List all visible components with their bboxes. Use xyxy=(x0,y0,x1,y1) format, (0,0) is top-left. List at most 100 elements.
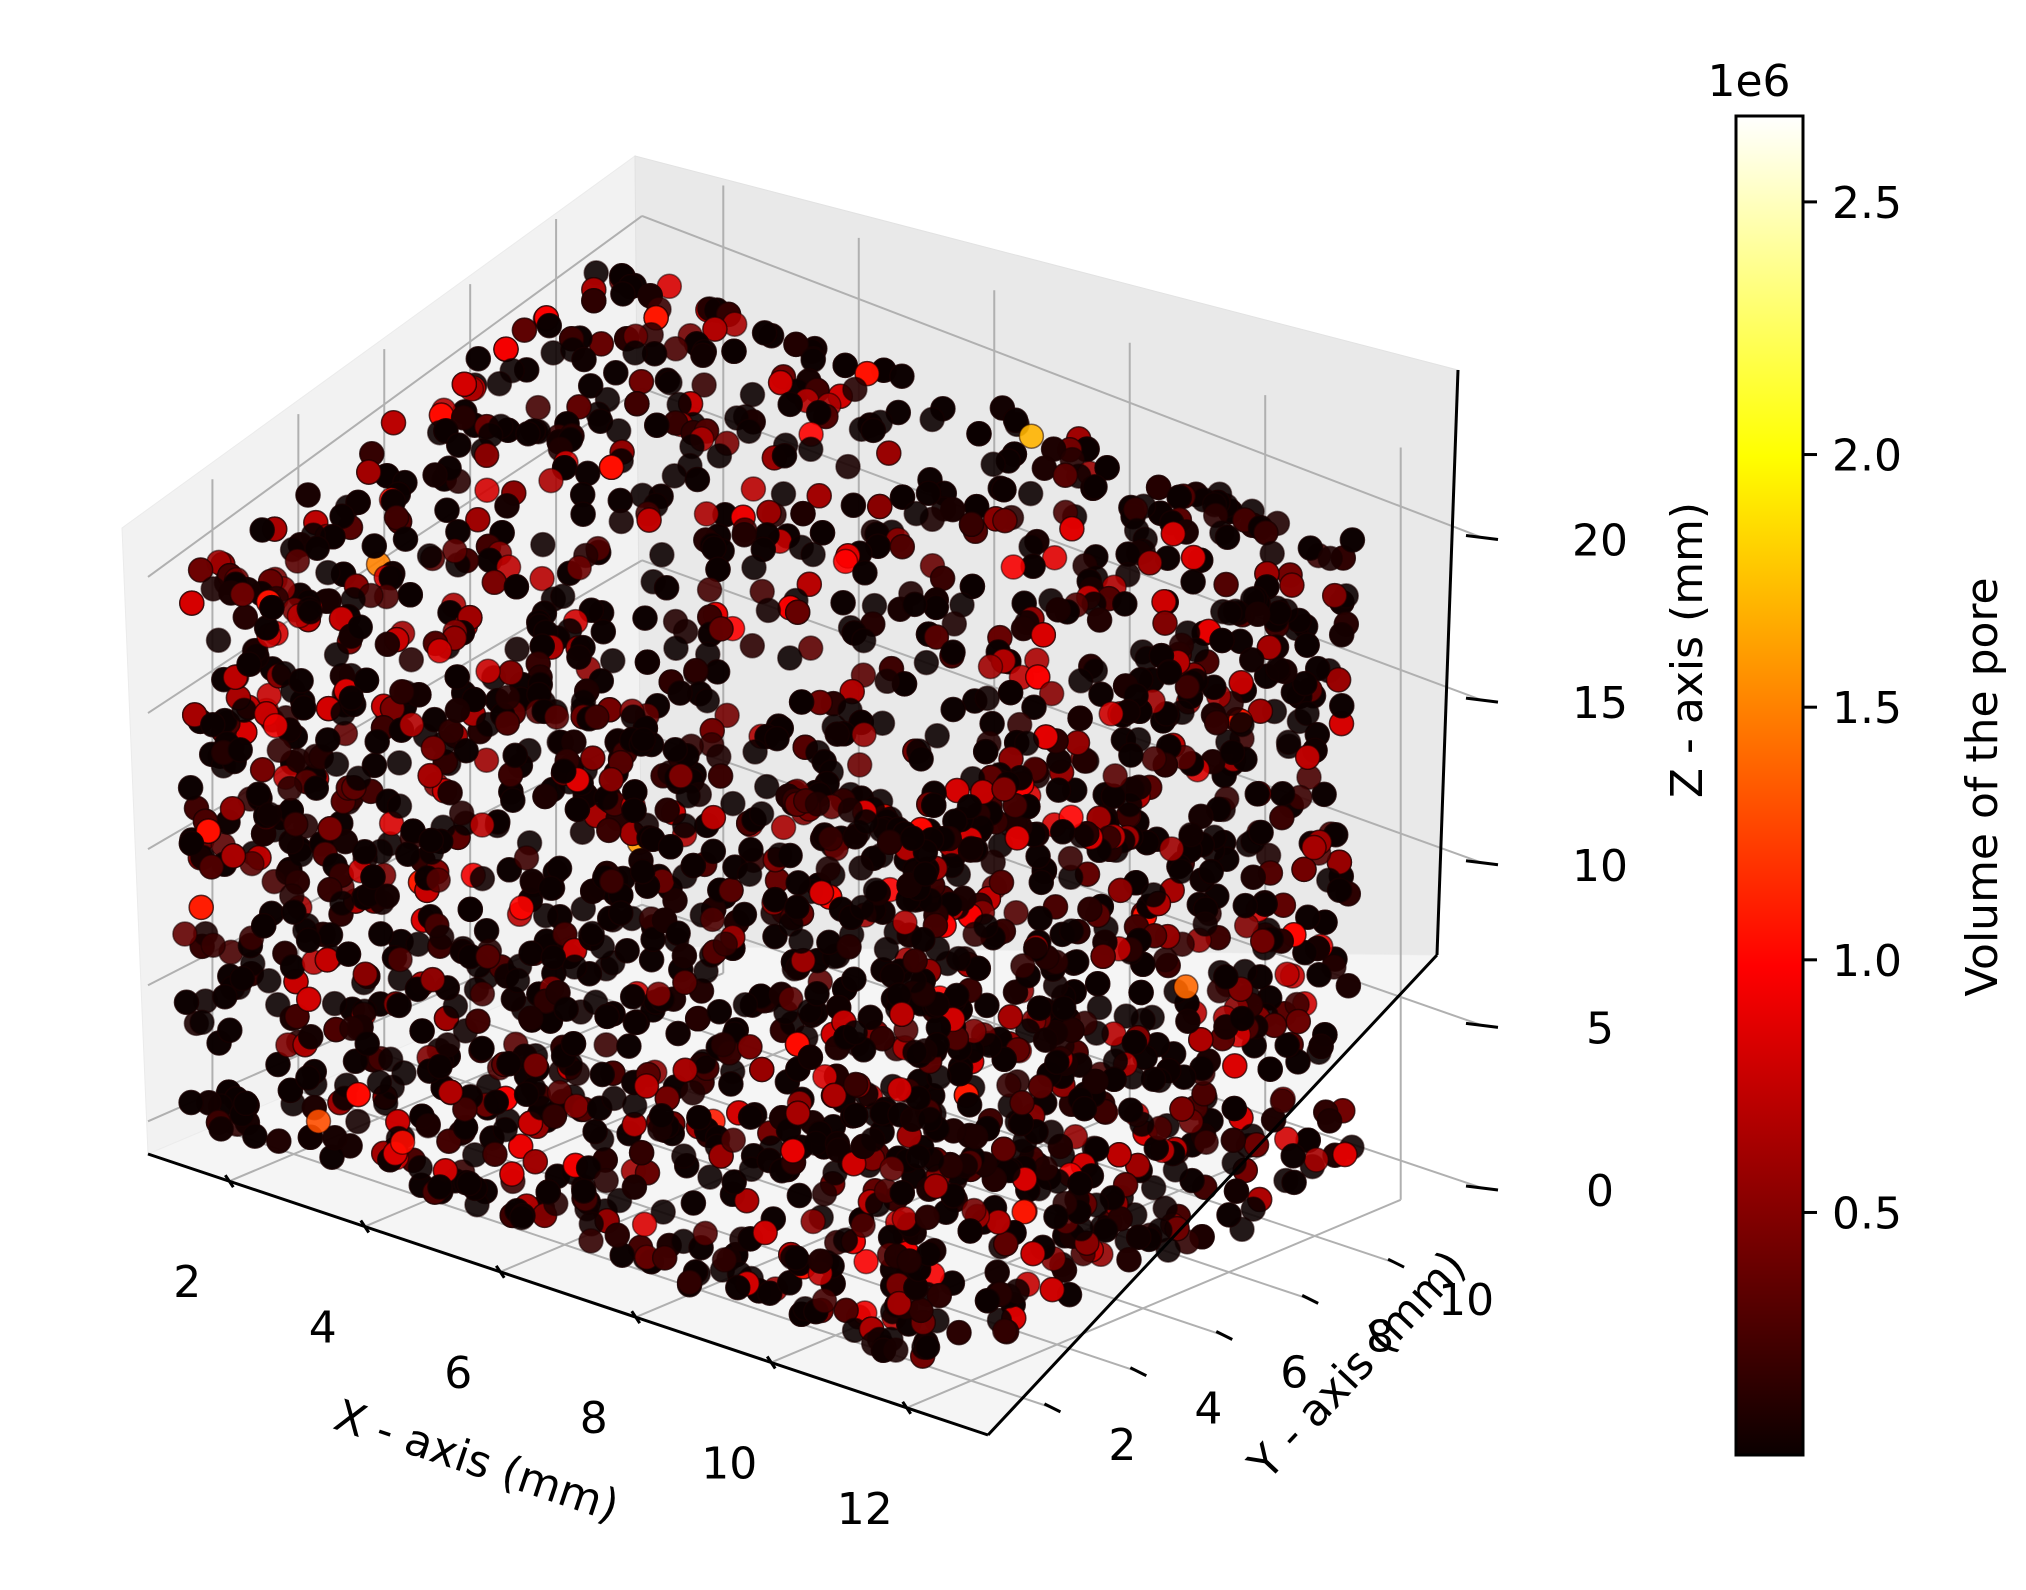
scatter-point xyxy=(665,1020,691,1047)
scatter-point xyxy=(676,1269,703,1296)
scatter-point xyxy=(777,391,803,418)
scatter-point xyxy=(233,1090,259,1117)
scatter-point xyxy=(912,861,938,887)
scatter-point xyxy=(387,946,413,973)
scatter-point xyxy=(1077,896,1103,922)
scatter-point xyxy=(1000,554,1027,580)
scatter-point xyxy=(697,1164,723,1190)
scatter-point xyxy=(465,506,491,533)
scatter-point xyxy=(889,484,916,510)
scatter-point xyxy=(456,1170,482,1197)
scatter-point xyxy=(842,1019,869,1046)
scatter-point xyxy=(1169,1096,1195,1122)
scatter-point xyxy=(1198,858,1224,885)
scatter-point xyxy=(940,496,966,523)
scatter-point xyxy=(416,543,443,569)
scatter-point xyxy=(846,752,873,778)
scatter-point xyxy=(621,797,647,824)
scatter-point xyxy=(469,1035,495,1062)
scatter-point xyxy=(1301,834,1327,861)
scatter-point xyxy=(1067,1171,1093,1197)
scatter-point xyxy=(783,1245,810,1271)
scatter-point xyxy=(298,1024,324,1050)
scatter-point xyxy=(803,1130,829,1156)
scatter-point xyxy=(671,813,698,839)
scatter-point xyxy=(1107,877,1134,904)
scatter-point xyxy=(1082,474,1108,500)
scatter-point xyxy=(1025,664,1051,690)
scatter-point xyxy=(1018,423,1045,449)
scatter-point xyxy=(788,689,815,715)
y-tick-mark xyxy=(1215,1330,1233,1341)
scatter-point xyxy=(465,345,492,372)
scatter-point xyxy=(672,1057,698,1083)
scatter-point xyxy=(486,370,513,397)
scatter-point xyxy=(645,981,672,1007)
scatter-point xyxy=(1269,804,1295,831)
scatter-point xyxy=(923,1173,949,1199)
scatter-point xyxy=(800,541,826,568)
scatter-point xyxy=(200,932,226,958)
scatter-point xyxy=(1028,869,1055,896)
scatter-point xyxy=(426,638,453,664)
scatter-point xyxy=(1174,674,1201,700)
scatter-point xyxy=(366,1069,393,1096)
scatter-point xyxy=(741,554,767,581)
scatter-point xyxy=(303,775,330,801)
scatter-point xyxy=(1303,1147,1330,1173)
scatter-point xyxy=(663,336,689,362)
scatter-point xyxy=(811,1288,838,1314)
scatter-point xyxy=(535,1179,561,1205)
scatter-point xyxy=(958,511,985,538)
scatter-point xyxy=(345,1108,371,1135)
colorbar-tick-label: 1.0 xyxy=(1832,936,1902,987)
scatter-point xyxy=(427,1174,453,1200)
scatter-point xyxy=(295,482,321,508)
scatter-point xyxy=(219,795,246,822)
scatter-point xyxy=(603,360,629,386)
scatter-point xyxy=(498,660,524,686)
axis-lines xyxy=(147,369,1460,1437)
scatter-point xyxy=(915,480,942,507)
scatter-point xyxy=(1326,877,1353,903)
scatter-point xyxy=(913,649,940,676)
scatter-point xyxy=(1140,1175,1167,1201)
scatter-point xyxy=(314,947,341,973)
scatter-point xyxy=(317,815,343,842)
scatter-point xyxy=(321,990,348,1017)
x-tick-mark xyxy=(630,1310,641,1324)
scatter-point xyxy=(891,1206,918,1232)
scatter-point xyxy=(1052,462,1079,488)
scatter-point xyxy=(415,1112,441,1139)
scatter-point xyxy=(188,894,214,921)
scatter-point xyxy=(1292,670,1318,697)
scatter-point xyxy=(444,697,471,724)
scatter-point xyxy=(876,440,902,466)
scatter-point xyxy=(706,998,733,1025)
scatter-point xyxy=(386,793,413,819)
scatter-point xyxy=(584,704,610,730)
scatter-point xyxy=(450,405,477,431)
scatter-point xyxy=(708,616,734,642)
scatter-point xyxy=(530,531,556,558)
scatter-point xyxy=(1248,819,1274,846)
scatter-point xyxy=(835,453,861,480)
scatter-point xyxy=(974,1287,1001,1314)
scatter-point xyxy=(339,1015,365,1042)
scatter-point xyxy=(806,483,832,509)
scatter-point xyxy=(684,1006,711,1032)
scatter-point xyxy=(353,667,380,694)
scatter-point xyxy=(662,887,688,914)
scatter-point xyxy=(1116,1246,1142,1273)
scatter-point xyxy=(397,582,424,608)
scatter-point xyxy=(877,829,903,856)
scatter-point xyxy=(869,710,896,736)
scatter-point xyxy=(1168,858,1194,885)
scatter-point xyxy=(360,864,386,890)
scatter-point xyxy=(315,559,341,586)
scatter-point xyxy=(739,381,766,408)
scatter-point xyxy=(1166,484,1192,510)
scatter-point xyxy=(770,814,797,841)
scatter-point xyxy=(420,735,447,761)
scatter-point xyxy=(1102,763,1128,789)
